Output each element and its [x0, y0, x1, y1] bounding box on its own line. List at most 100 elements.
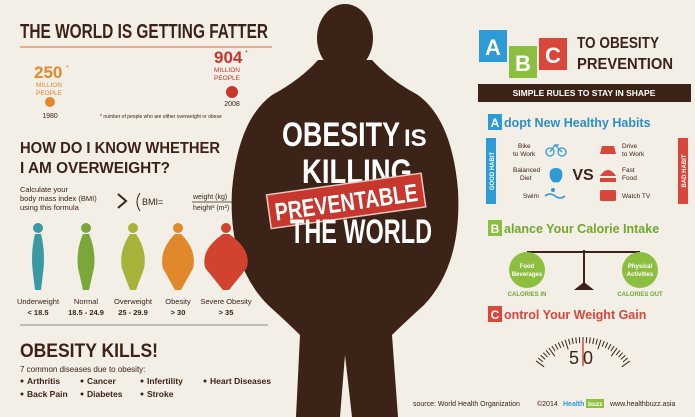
good-item: Swim	[523, 193, 539, 200]
kills-title: OBESITY KILLS!	[20, 341, 158, 362]
silhouette	[231, 4, 459, 417]
brand2: buzz	[588, 401, 603, 408]
bad-label: BAD HABIT	[682, 154, 688, 187]
apple-icon	[549, 168, 563, 183]
gauge-tick	[615, 349, 621, 356]
gauge-tick	[557, 342, 562, 349]
gauge-tick	[592, 337, 595, 345]
brand: Health	[563, 401, 584, 408]
bullet	[20, 392, 24, 396]
figure-head	[221, 223, 231, 233]
section-letter: C	[491, 308, 500, 322]
formula-lhs: BMI=	[142, 197, 163, 207]
swim-icon	[551, 188, 555, 192]
vs: VS	[572, 167, 594, 184]
formula-numerator: weight (kg)	[192, 194, 227, 201]
section-title: ontrol Your Weight Gain	[504, 308, 646, 322]
formula-denominator: height² (m²)	[193, 205, 229, 212]
pan-text: Beverages	[512, 272, 543, 278]
gauge-tick	[597, 339, 602, 350]
letter-block	[479, 30, 507, 62]
timeline-dot	[45, 97, 55, 107]
abc-title: PREVENTION	[577, 56, 673, 73]
good-item: Bike	[518, 143, 531, 150]
gauge-tick	[537, 357, 544, 363]
disease-list: Arthritis Cancer Infertility Heart Diseases…	[20, 376, 271, 399]
bmi-range: 18.5 - 24.9	[68, 308, 104, 317]
figure-head	[128, 223, 138, 233]
tv-icon	[600, 190, 616, 201]
figure-body	[204, 234, 248, 290]
start-unit: MILLION	[36, 82, 62, 89]
pan-text: Activities	[627, 272, 654, 278]
bad-item: Fast	[622, 167, 635, 174]
gauge-tick	[601, 340, 605, 347]
gauge-tick	[545, 349, 551, 356]
disease: Back Pain	[27, 389, 68, 399]
gauge-tick	[595, 338, 598, 345]
letter: B	[515, 51, 531, 76]
center-line3: THE WORLD	[290, 213, 432, 251]
kills-subtitle: 7 common diseases due to obesity:	[20, 365, 145, 374]
letter-block	[539, 38, 567, 70]
gauge-tick	[589, 337, 591, 344]
bad-bar	[678, 138, 688, 204]
bmi-category: Overweight	[114, 297, 153, 306]
arrow	[117, 193, 128, 209]
bike-icon	[545, 143, 567, 157]
bmi-range: > 30	[171, 308, 186, 317]
good-item: Balanced	[513, 167, 540, 174]
bmi-title: HOW DO I KNOW WHETHER	[20, 140, 220, 157]
bullet	[140, 392, 144, 396]
good-item: to Work	[513, 151, 536, 158]
gauge-tick	[604, 342, 609, 349]
pan-text: Food	[520, 264, 535, 270]
gauge-tick	[554, 343, 559, 350]
gauge	[535, 337, 631, 368]
gauge-tick	[610, 345, 615, 352]
bullet	[80, 392, 84, 396]
bad-item: Watch TV	[622, 193, 651, 200]
bmi-figures: Underweight < 18.5 Normal 18.5 - 24.9 Overwe…	[17, 223, 252, 317]
section-letter-box	[488, 220, 502, 236]
gauge-tick	[621, 360, 631, 368]
center-line1: OBESITY	[282, 116, 400, 154]
section-letter: B	[491, 222, 500, 236]
center-is: IS	[404, 125, 427, 152]
scale-pan	[622, 252, 658, 288]
section-title: dopt New Healthy Habits	[504, 116, 651, 130]
abc-title: TO OBESITY	[577, 35, 659, 52]
bad-item: Drive	[622, 143, 638, 150]
good-bar	[486, 138, 496, 204]
gauge-tick	[568, 338, 571, 345]
banner	[478, 84, 691, 102]
bmi-range: < 18.5	[27, 308, 48, 317]
figure-head	[81, 223, 91, 233]
bullet	[20, 379, 24, 383]
pan-text: Physical	[628, 264, 653, 270]
bmi-category: Severe Obesity	[200, 297, 252, 306]
bmi-category: Normal	[74, 297, 99, 306]
bullet	[140, 379, 144, 383]
paren	[237, 192, 242, 212]
brand-badge	[586, 399, 604, 408]
gauge-tick	[564, 339, 569, 350]
gauge-tick	[561, 340, 565, 347]
pan-label: CALORIES IN	[508, 292, 547, 298]
end-mark: *	[245, 50, 248, 57]
gauge-tick	[620, 354, 626, 360]
section-letter: A	[491, 116, 500, 130]
car-icon	[600, 146, 616, 154]
bad-item: to Work	[622, 151, 645, 158]
disease: Arthritis	[27, 376, 60, 386]
figure-head	[33, 223, 43, 233]
gauge-tick	[548, 347, 556, 357]
scale-base	[574, 282, 594, 290]
footnote: * number of people who are either overwe…	[100, 114, 222, 120]
bullet	[203, 379, 207, 383]
gauge-tick	[542, 352, 548, 358]
gauge-tick	[575, 337, 577, 344]
gauge-tick	[622, 357, 629, 363]
start-mark: *	[66, 65, 69, 72]
copyright: ©2014	[537, 400, 558, 408]
